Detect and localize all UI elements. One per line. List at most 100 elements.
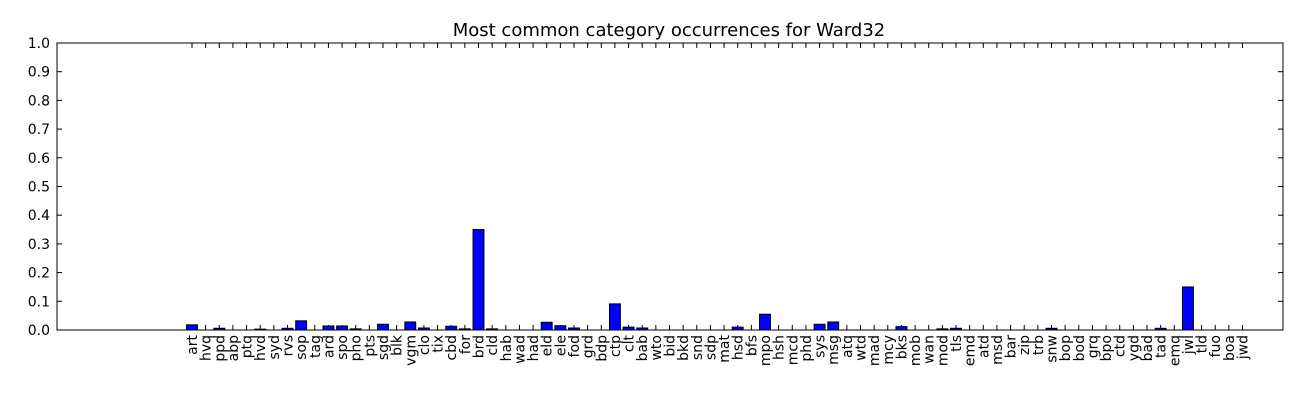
x-tick-label: wtd [854,335,870,361]
x-tick-label: bad [1140,335,1156,361]
x-tick-label: atq [840,335,856,358]
x-tick-label: eld [540,335,556,356]
y-tick-label: 0.7 [28,122,50,138]
x-tick-label: fuo [1208,335,1224,357]
x-tick-label: vgm [403,335,419,366]
x-tick-label: ctp [608,335,624,357]
bar [336,325,349,331]
plot-area [57,43,1283,330]
x-tick-label: ppd [212,335,228,362]
x-tick-label: ele [553,335,569,356]
x-tick-label: bid [663,335,679,357]
bar [759,313,771,331]
x-tick-label: snw [1045,335,1061,363]
x-tick-label: sys [813,335,829,358]
x-tick-label: rvs [281,335,297,356]
x-tick-label: tix [431,335,447,353]
x-tick-label: bpo [1099,335,1115,361]
x-tick-label: cld [485,335,501,355]
x-tick-label: zip [1017,335,1033,355]
y-tick-label: 1.0 [28,36,50,52]
bar [895,326,908,331]
x-tick-label: bab [635,335,651,361]
x-tick-label: blk [390,334,406,356]
bar [322,325,335,331]
y-axis: 0.0 0.1 0.2 0.3 0.4 0.5 0.6 0.7 0.8 0.9 1.0 [28,36,1283,339]
y-tick-label: 0.0 [28,323,50,339]
x-tick-label: hsh [772,335,788,360]
x-tick-label: bar [1004,335,1020,358]
x-tick-label: ard [321,335,337,358]
y-tick-label: 0.5 [28,180,50,196]
x-tick-label: cbd [444,335,460,360]
x-tick-label: tld [1195,335,1211,353]
x-tick-label: msg [826,335,842,365]
x-tick-label: mod [935,335,951,366]
x-tick-label: pts [362,335,378,357]
bar [377,323,389,331]
x-tick-label: mat [717,335,733,363]
bar [472,229,485,331]
x-tick-label: tag [308,335,324,358]
x-tick-label: atd [976,335,992,358]
x-tick-label: wad [512,335,528,364]
x-tick-label: snd [690,335,706,360]
x-tick-label: tad [1154,335,1170,358]
x-tick-label: bop [1058,335,1074,361]
x-tick-label: clt [622,334,638,352]
bar [554,325,567,331]
x-tick-label: for [458,335,474,354]
bar [608,303,621,331]
y-tick-label: 0.4 [28,208,50,224]
x-tick-label: ptq [240,335,256,358]
x-tick-label: sop [294,335,310,360]
x-tick-label: trb [1031,335,1047,355]
x-tick-label: bod [1072,335,1088,361]
y-tick-label: 0.6 [28,151,50,167]
x-axis: arthvqppdabpptqhvdsydrvssoptagardspophop… [185,43,1252,366]
x-tick-label: mob [908,335,924,366]
x-tick-label: syd [267,335,283,359]
y-tick-label: 0.1 [28,294,50,310]
x-tick-label: bkd [676,335,692,361]
bar [1181,286,1194,331]
x-tick-label: spo [335,335,351,360]
x-tick-label: pho [349,335,365,361]
y-tick-label: 0.2 [28,266,50,282]
x-tick-label: hsd [731,335,747,360]
y-tick-label: 0.8 [28,93,50,109]
bar [295,320,308,331]
x-tick-label: hab [499,335,515,361]
y-tick-label: 0.9 [28,65,50,81]
x-tick-label: clo [417,335,433,355]
x-tick-label: boa [1222,335,1238,361]
x-tick-label: wto [649,335,665,361]
x-tick-label: sgd [376,335,392,360]
x-tick-label: bks [894,335,910,359]
bar [540,321,553,331]
x-tick-label: mcy [881,335,897,365]
x-tick-label: brd [472,335,488,358]
bar [445,325,458,331]
x-tick-label: bfs [744,335,760,356]
bar [813,323,826,331]
x-tick-label: ctd [1113,335,1129,357]
x-tick-label: jwd [1236,335,1252,360]
bar [827,321,840,331]
x-tick-label: fod [567,335,583,357]
x-tick-label: mpo [758,335,774,366]
x-tick-label: emd [963,335,979,366]
x-tick-label: hvq [199,335,215,361]
x-tick-label: phd [799,335,815,362]
bar-series [186,229,1194,331]
plot-frame [56,42,1284,331]
x-tick-label: wan [922,335,938,364]
x-tick-label: hvd [253,335,269,361]
x-tick-label: msd [990,335,1006,365]
x-tick-label: mcd [785,335,801,365]
x-tick-label: art [185,334,201,354]
x-tick-label: ygd [1126,335,1142,361]
x-tick-label: jwl [1181,335,1197,355]
bar [186,324,198,331]
